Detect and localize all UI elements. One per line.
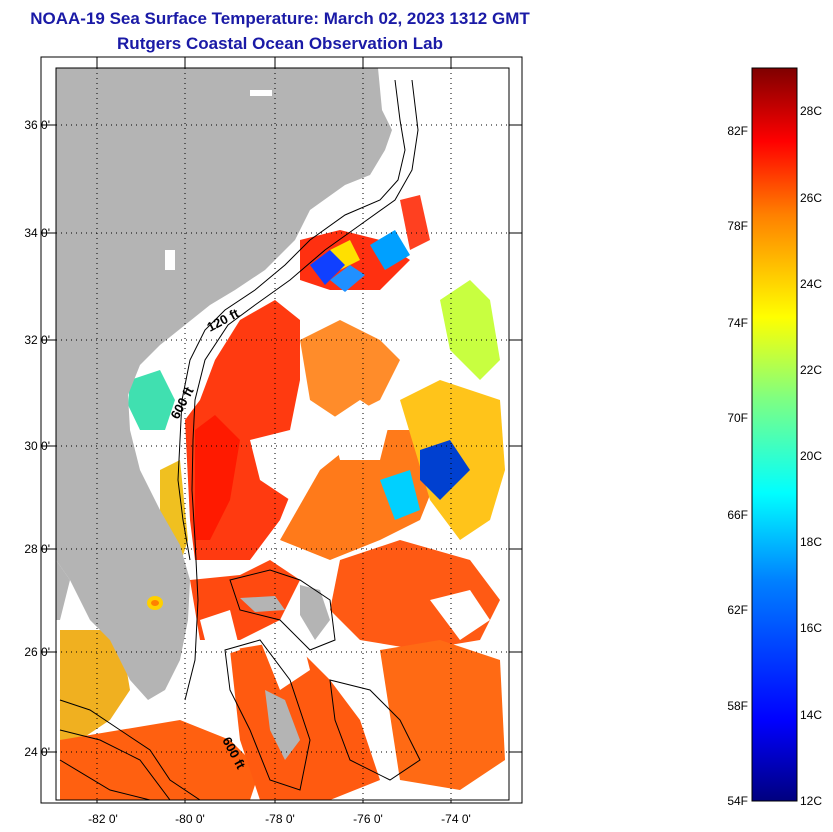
- colorbar-c-label: 18C: [800, 535, 823, 549]
- map-outer-frame: [40, 56, 523, 804]
- colorbar-f-label: 74F: [727, 316, 748, 330]
- colorbar: [751, 67, 798, 802]
- graticule: [56, 68, 509, 800]
- chart-title: NOAA-19 Sea Surface Temperature: March 0…: [30, 9, 530, 28]
- lat-tick-label: 36 0': [24, 118, 50, 132]
- sst-blue-shelf-a: [330, 265, 365, 292]
- land-abaco: [240, 596, 285, 612]
- cloud-cover: [200, 400, 490, 690]
- colorbar-c-label: 14C: [800, 708, 823, 722]
- land-gulf-coast: [56, 560, 70, 620]
- sst-gulf-yellow: [60, 630, 130, 760]
- land-grand-bahama: [300, 585, 330, 640]
- colorbar-c-label: 12C: [800, 794, 823, 808]
- colorbar-c-label: 20C: [800, 449, 823, 463]
- land-carolinas-florida: [56, 68, 392, 700]
- sst-blue-shelf-b: [370, 230, 410, 270]
- inland-water: [147, 90, 272, 610]
- colorbar-f-label: 54F: [727, 794, 748, 808]
- sst-cyan-eddy: [380, 470, 420, 520]
- lon-tick-label: -82 0': [88, 812, 118, 826]
- lon-tick-label: -76 0': [353, 812, 383, 826]
- lon-tick-label: -78 0': [265, 812, 295, 826]
- land-mass: [56, 68, 392, 760]
- sst-orange-b: [300, 320, 400, 420]
- colorbar-c-label: 22C: [800, 363, 823, 377]
- sst-blue-shelf-c: [310, 250, 345, 285]
- colorbar-f-label: 70F: [727, 411, 748, 425]
- land-andros: [265, 690, 300, 760]
- sst-orange-a: [280, 430, 440, 560]
- lat-tick-label: 32 0': [24, 333, 50, 347]
- lon-tick-label: -74 0': [441, 812, 471, 826]
- isobath-contours: [59, 79, 421, 800]
- sst-bahamas-orange: [230, 640, 380, 800]
- colorbar-f-label: 66F: [727, 508, 748, 522]
- sst-red-ne: [400, 195, 430, 250]
- colorbar-c-label: 16C: [800, 621, 823, 635]
- colorbar-f-label: 62F: [727, 603, 748, 617]
- sst-se-orange: [380, 640, 505, 790]
- lat-tick-label: 26 0': [24, 645, 50, 659]
- sst-south-orange: [60, 720, 260, 800]
- colorbar-c-label: 24C: [800, 277, 823, 291]
- colorbar-c-label: 28C: [800, 104, 823, 118]
- colorbar-f-label: 58F: [727, 699, 748, 713]
- lat-tick-label: 28 0': [24, 542, 50, 556]
- lat-tick-label: 30 0': [24, 439, 50, 453]
- lat-tick-label: 34 0': [24, 226, 50, 240]
- colorbar-f-label: 82F: [727, 124, 748, 138]
- sst-green-east: [440, 280, 500, 380]
- axis-ticks: [41, 57, 522, 803]
- colorbar-c-label: 26C: [800, 191, 823, 205]
- colorbar-f-label: 78F: [727, 219, 748, 233]
- chart-subtitle: Rutgers Coastal Ocean Observation Lab: [117, 34, 443, 53]
- sst-cyan-coastal: [128, 370, 175, 430]
- lon-tick-label: -80 0': [175, 812, 205, 826]
- lat-tick-label: 24 0': [24, 745, 50, 759]
- map-frame: [55, 67, 510, 801]
- sst-blue-eddy: [420, 440, 470, 500]
